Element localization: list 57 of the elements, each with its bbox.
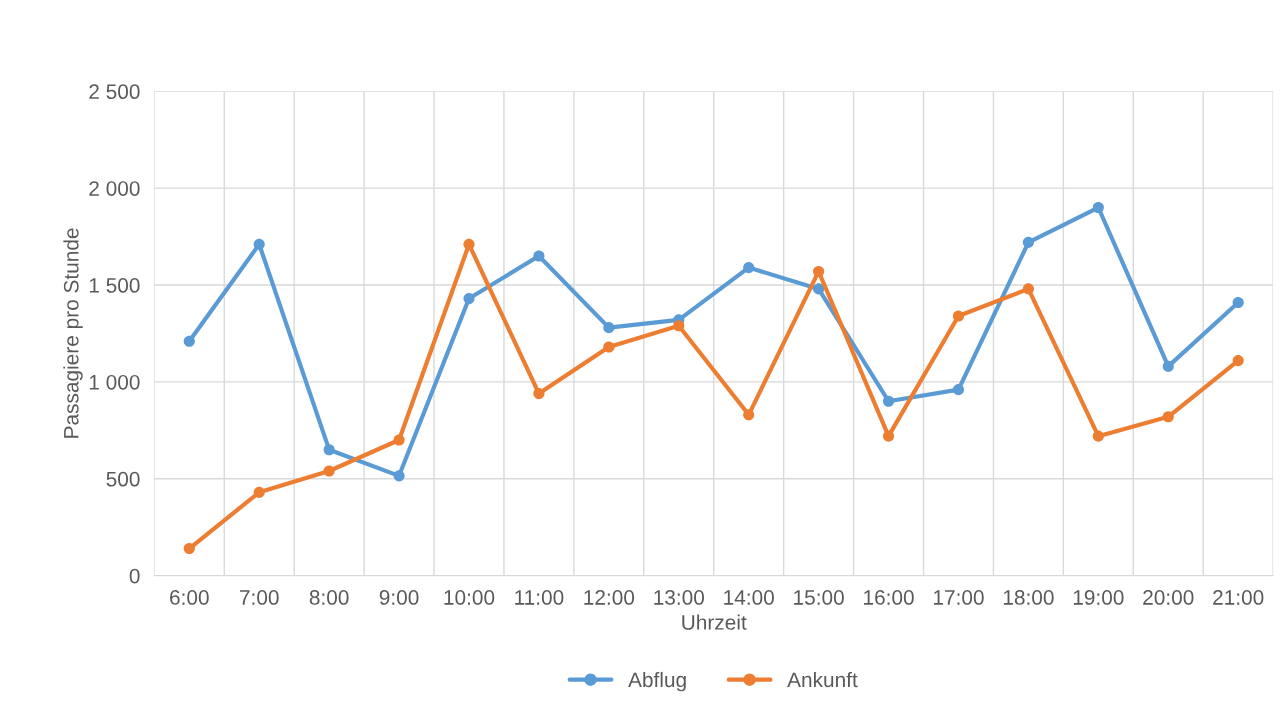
point bbox=[743, 409, 755, 421]
point bbox=[463, 293, 475, 305]
point bbox=[743, 262, 755, 274]
point bbox=[952, 384, 965, 396]
legend-label: Abflug bbox=[628, 671, 686, 692]
point bbox=[253, 238, 265, 250]
x-tick-label: 18:00 bbox=[1003, 590, 1054, 605]
x-tick-label: 8:00 bbox=[309, 590, 349, 605]
point bbox=[1232, 355, 1244, 367]
point bbox=[393, 434, 405, 446]
point bbox=[603, 322, 615, 334]
x-tick-label: 6:00 bbox=[170, 590, 209, 605]
point bbox=[882, 430, 895, 442]
point bbox=[183, 335, 195, 347]
x-tick-label: 16:00 bbox=[864, 590, 914, 605]
x-tick-label: 21:00 bbox=[1213, 590, 1264, 605]
point bbox=[393, 470, 405, 482]
y-tick-label: 500 bbox=[106, 471, 140, 487]
point bbox=[1232, 296, 1244, 309]
point bbox=[1162, 411, 1174, 423]
point bbox=[1162, 360, 1174, 372]
y-tick-label: 1 000 bbox=[89, 374, 140, 390]
x-tick-label: 13:00 bbox=[654, 590, 705, 605]
y-tick-label: 0 bbox=[129, 568, 140, 584]
point bbox=[183, 542, 195, 555]
point bbox=[323, 465, 335, 477]
point bbox=[882, 395, 895, 407]
point bbox=[253, 486, 265, 498]
x-axis-title: Uhrzeit bbox=[682, 614, 747, 630]
point bbox=[673, 320, 685, 332]
x-tick-label: 10:00 bbox=[444, 590, 495, 605]
x-tick-label: 12:00 bbox=[584, 590, 635, 605]
x-tick-label: 15:00 bbox=[794, 590, 844, 605]
point bbox=[1022, 236, 1034, 248]
y-tick-label: 1 500 bbox=[89, 278, 140, 293]
point bbox=[323, 444, 335, 456]
x-tick-label: 9:00 bbox=[379, 590, 419, 605]
x-tick-label: 20:00 bbox=[1143, 590, 1194, 605]
point bbox=[1022, 283, 1034, 295]
point bbox=[952, 310, 965, 322]
y-tick-label: 2 000 bbox=[89, 181, 140, 196]
y-axis-title: Passagiere pro Stunde bbox=[63, 228, 83, 438]
x-tick-label: 7:00 bbox=[240, 590, 279, 605]
x-tick-label: 14:00 bbox=[724, 590, 774, 605]
y-tick-label: 2 500 bbox=[89, 84, 140, 100]
point bbox=[1092, 430, 1104, 442]
point bbox=[603, 341, 615, 353]
point bbox=[813, 283, 825, 295]
legend-label: Ankunft bbox=[787, 671, 858, 688]
point bbox=[463, 238, 475, 250]
point bbox=[533, 387, 545, 400]
point bbox=[1092, 201, 1104, 214]
point bbox=[813, 265, 825, 278]
x-tick-label: 11:00 bbox=[515, 590, 564, 605]
x-tick-label: 17:00 bbox=[934, 590, 984, 605]
point bbox=[533, 250, 545, 262]
x-tick-label: 19:00 bbox=[1073, 590, 1124, 605]
